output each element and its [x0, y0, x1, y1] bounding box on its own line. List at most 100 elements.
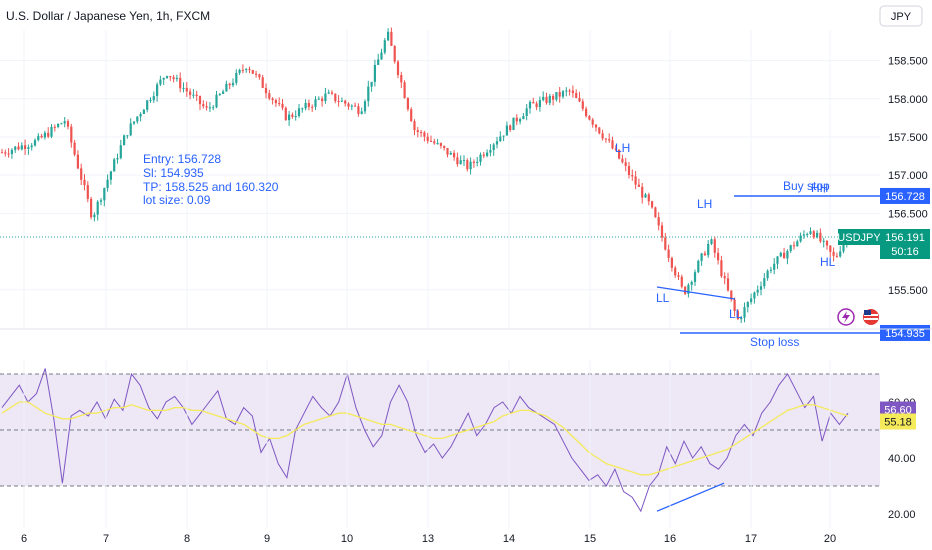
candle-body — [274, 100, 277, 104]
candle-body — [730, 290, 733, 300]
candle-body — [608, 139, 611, 141]
candle-body — [436, 143, 439, 145]
candle-body — [185, 87, 188, 92]
candle-body — [370, 81, 373, 87]
candle-body — [403, 82, 406, 99]
us-flag-icon[interactable] — [863, 309, 879, 325]
candle-body — [476, 161, 479, 163]
candle-body — [40, 135, 43, 138]
candle-body — [726, 278, 730, 291]
buy-stop-label: Buy stop — [783, 179, 830, 193]
candle-body — [241, 69, 244, 71]
candle-body — [367, 86, 370, 102]
candle-body — [390, 31, 393, 46]
candle-body — [281, 103, 284, 108]
candle-body — [462, 160, 466, 162]
rsi-pane — [0, 360, 880, 528]
lightning-icon[interactable] — [837, 308, 855, 326]
candle-body — [380, 52, 383, 60]
rsi-line — [1, 368, 849, 513]
symbol-badge — [838, 228, 880, 245]
candle-body — [651, 201, 654, 208]
candle-body — [205, 106, 208, 108]
date-tick-label: 10 — [341, 533, 353, 545]
candle-body — [278, 103, 281, 105]
candle-body — [321, 98, 324, 102]
date-tick-label: 6 — [21, 533, 27, 545]
candle-body — [156, 84, 159, 97]
candle-body — [99, 200, 103, 202]
candle-body — [842, 241, 845, 252]
candle-body — [139, 113, 142, 117]
candle-body — [505, 125, 508, 136]
candle-body — [433, 141, 436, 144]
candle-body — [172, 77, 175, 80]
candle-body — [271, 98, 274, 101]
candle-body — [357, 106, 360, 114]
candle-body — [538, 100, 541, 108]
candle-body — [288, 114, 291, 121]
candle-body — [492, 144, 495, 151]
price-tick-label: 157.500 — [888, 132, 928, 144]
candle-body — [426, 136, 429, 141]
candle-body — [360, 111, 363, 114]
candle-body — [482, 154, 485, 156]
candles — [0, 27, 848, 324]
candle-body — [657, 217, 660, 226]
rsi-ma-line — [1, 401, 849, 476]
candle-body — [222, 91, 225, 94]
candle-body — [301, 108, 304, 110]
candle-body — [327, 92, 330, 94]
candle-body — [354, 105, 357, 107]
candle-body — [819, 232, 822, 242]
candle-body — [43, 132, 46, 138]
candle-body — [413, 121, 416, 131]
candle-body — [499, 136, 502, 142]
candle-body — [439, 143, 442, 146]
candle-body — [347, 103, 350, 107]
candle-body — [759, 286, 763, 290]
candle-body — [449, 152, 452, 155]
candle-body — [344, 100, 347, 104]
candle-body — [129, 123, 132, 136]
level-badge-label: 154.935 — [885, 328, 925, 340]
candle-body — [806, 234, 809, 236]
candle-body — [598, 127, 601, 134]
candle-body — [789, 245, 792, 252]
currency-button[interactable]: JPY — [879, 5, 923, 27]
candle-body — [647, 194, 650, 202]
candle-body — [489, 150, 492, 153]
candle-body — [766, 270, 769, 279]
candle-body — [555, 92, 558, 100]
candle-body — [202, 104, 205, 107]
candle-body — [456, 157, 459, 165]
candle-body — [799, 235, 802, 242]
candle-body — [350, 105, 353, 107]
candle-body — [446, 147, 449, 155]
candle-body — [53, 126, 56, 128]
candle-body — [393, 45, 396, 62]
candle-body — [66, 121, 70, 127]
candle-body — [93, 214, 96, 218]
candle-body — [561, 91, 565, 97]
swing-label: LH — [697, 197, 712, 211]
candle-body — [568, 90, 571, 92]
candle-body — [723, 276, 726, 279]
rsi-trendline — [656, 482, 725, 512]
candle-body — [614, 148, 617, 150]
candle-body — [307, 102, 310, 107]
level-badge — [880, 187, 930, 204]
level-badge-label: 156.728 — [885, 191, 925, 203]
candle-body — [697, 260, 700, 273]
candle-body — [83, 179, 86, 186]
candle-body — [314, 99, 317, 107]
candle-body — [146, 100, 149, 110]
candle-body — [169, 76, 172, 78]
candle-body — [212, 107, 215, 109]
candle-body — [7, 153, 10, 155]
candle-body — [63, 121, 66, 124]
candle-body — [680, 276, 683, 287]
date-tick-label: 7 — [103, 533, 109, 545]
candle-body — [113, 159, 116, 172]
candle-body — [472, 161, 475, 163]
